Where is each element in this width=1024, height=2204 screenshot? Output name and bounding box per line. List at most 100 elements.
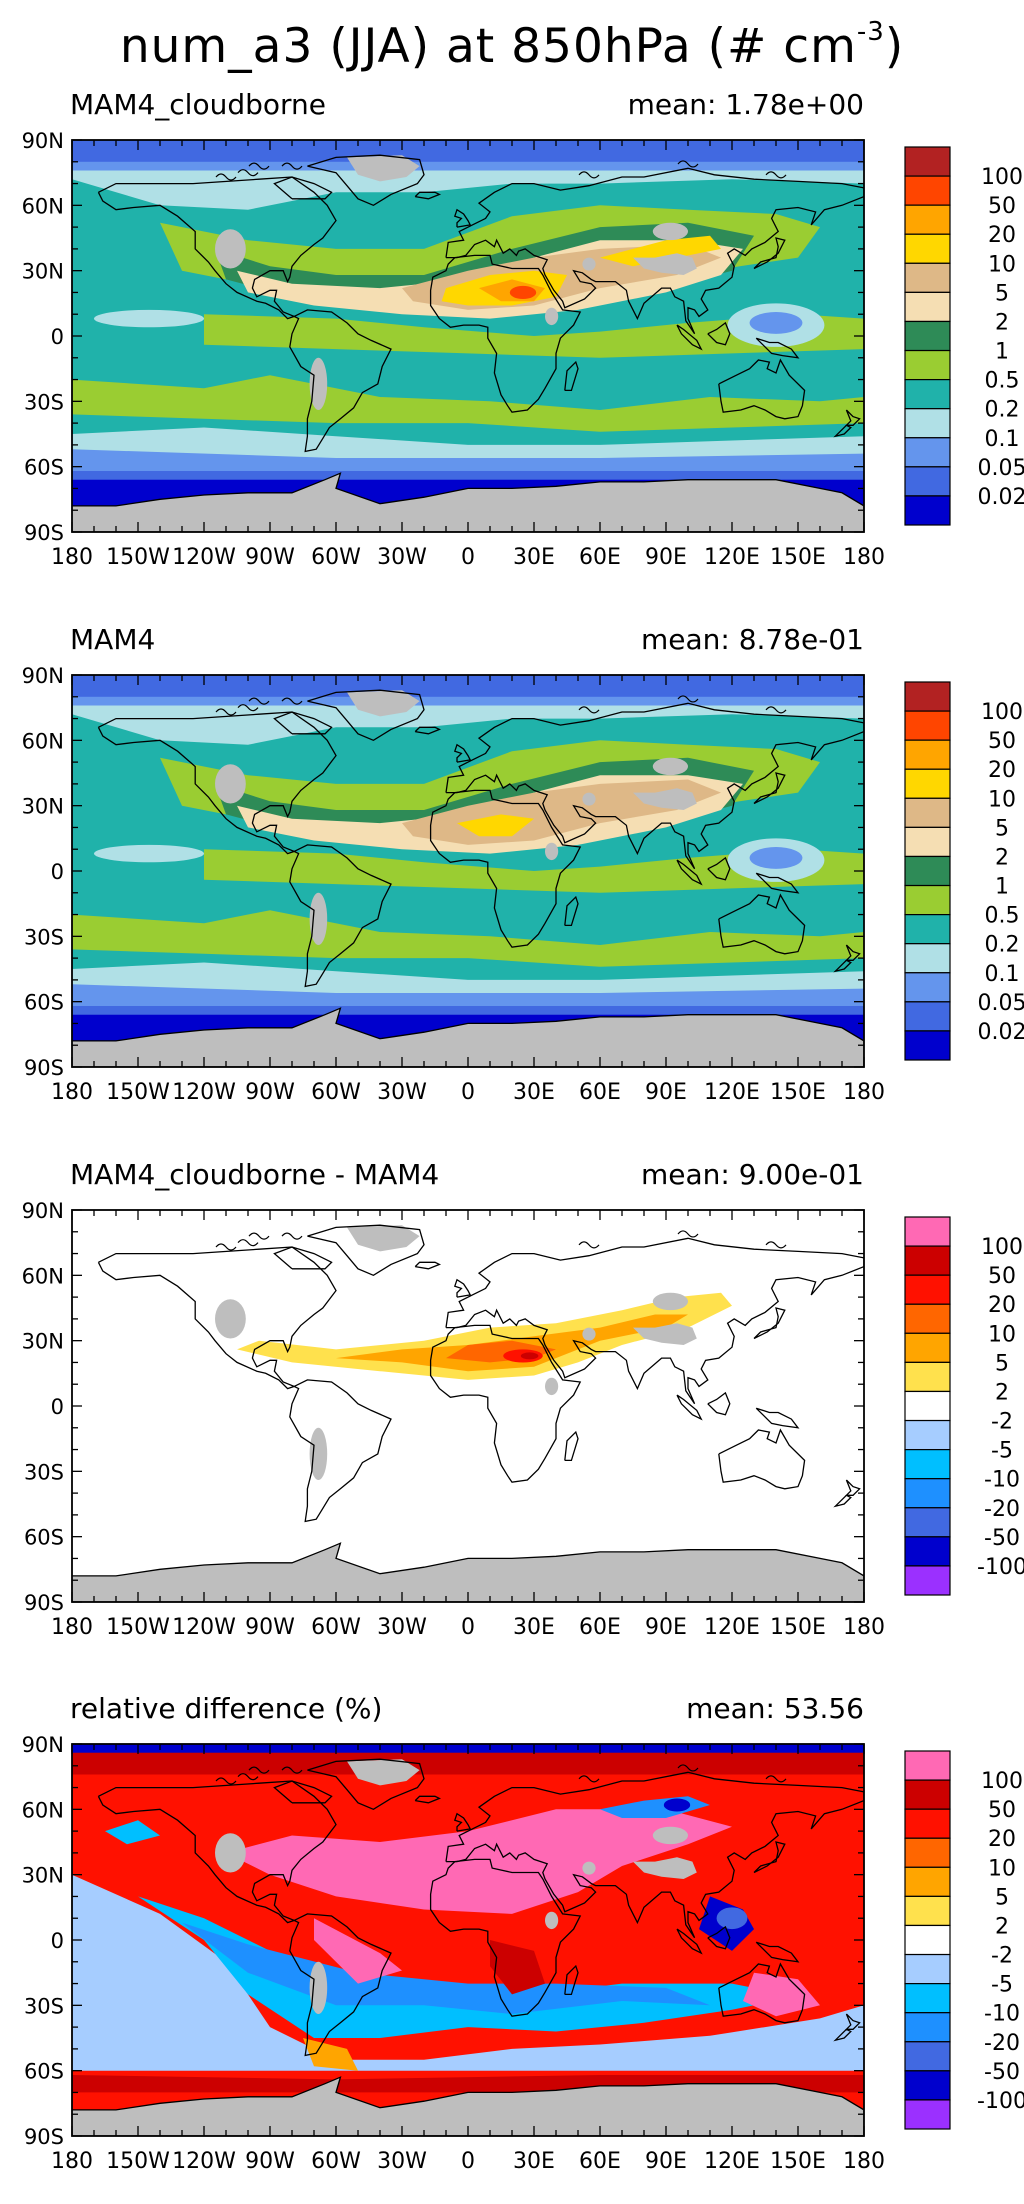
coastline-nz2 [833, 959, 852, 973]
lat-tick-label: 90N [22, 1733, 64, 1757]
coastline-iceland [414, 726, 442, 735]
lat-tick-label: 60S [24, 2060, 64, 2084]
lon-tick-label: 180 [843, 2149, 885, 2174]
lon-tick-label: 180 [51, 1080, 93, 1105]
lon-tick-label: 30W [377, 545, 427, 570]
arctic-island [237, 169, 259, 177]
asia-dust-10 [600, 235, 721, 267]
south-0.5 [72, 375, 864, 432]
map-panel-4: relative difference (%) mean: 53.56 90N 6… [0, 1604, 1024, 2174]
coastline-iceland [414, 1795, 442, 1804]
arctic-island [765, 1775, 787, 1783]
arctic-0.1 [72, 170, 864, 210]
coastline-namerica [97, 711, 337, 855]
lon-tick-label: 60W [311, 545, 361, 570]
epac-0.1 [94, 844, 204, 863]
diff-50 [520, 1352, 539, 1360]
arctic-island [578, 1241, 600, 1249]
colorbar-label: 0.2 [985, 398, 1020, 423]
coastline-baffin [273, 1246, 333, 1270]
lat-tick-label: 30S [24, 1460, 64, 1484]
panel-mean: mean: 9.00e-01 [640, 1158, 864, 1191]
lon-tick-label: 0 [461, 2149, 475, 2174]
coastline-greenland [307, 1224, 425, 1277]
dust-50 [509, 285, 537, 299]
coastline-newguinea [755, 1407, 800, 1429]
colorbar-swatch [904, 1750, 951, 1781]
rel-drake-orange [303, 2038, 358, 2071]
colorbar-swatch [904, 1779, 951, 1810]
rockies-missing [215, 764, 246, 804]
lat-tick-label: 90S [24, 1591, 64, 1615]
colorbar-swatch [904, 495, 951, 526]
andes-missing [309, 357, 328, 411]
itcz-0.5 [204, 314, 864, 358]
map-panel-2: MAM4 mean: 8.78e-01 90N 60N 30N 0 30S 60S 90S 1… [0, 535, 1024, 1105]
arctic-island [248, 1232, 270, 1240]
lat-tick-label: 30N [22, 1864, 64, 1888]
colorbar-swatch [904, 2041, 951, 2072]
colorbar-label: -50 [984, 2060, 1020, 2085]
lat-tick-label: 30S [24, 1994, 64, 2018]
coastline-baffin [273, 711, 333, 735]
coastline-iceland [414, 191, 442, 200]
colorbar-label: -2 [991, 1944, 1013, 1969]
lat-tick-label: 90S [24, 2125, 64, 2149]
colorbar-label: 2 [995, 845, 1009, 870]
colorbar-swatch [904, 437, 951, 468]
lat-tick-label: 90S [24, 1056, 64, 1080]
arctic-island [281, 1232, 303, 1240]
coastline-eurasia [445, 702, 864, 870]
south-0.1 [72, 427, 864, 463]
arctic-island [248, 1766, 270, 1774]
rockies-missing [215, 229, 246, 269]
colorbar-swatch [904, 1536, 951, 1567]
colorbar-swatch [904, 826, 951, 858]
colorbar-label: 50 [988, 1264, 1016, 1289]
colorbar-label: 0.02 [978, 1020, 1024, 1045]
coastline-antarctica [72, 1007, 864, 1067]
coastline-namerica [97, 1246, 337, 1390]
colorbar-label: 100 [981, 1235, 1023, 1260]
colorbar: 100 50 20 10 5 2 -2 -5 -10 -20 -50 -100 [904, 1750, 1024, 2130]
arctic-island [215, 1243, 237, 1251]
lat-tick-label: 0 [51, 1395, 64, 1419]
lon-tick-label: 90W [245, 1615, 295, 1640]
coastline-antarctica [72, 2076, 864, 2136]
colorbar-label: -10 [984, 1468, 1020, 1493]
colorbar-label: 10 [988, 787, 1016, 812]
colorbar-label: 2 [995, 1380, 1009, 1405]
tibet-missing [633, 253, 697, 275]
colorbar-swatch [904, 320, 951, 352]
lon-tick-label: 120W [172, 1080, 236, 1105]
colorbar-label: 5 [995, 816, 1009, 841]
dust-10 [457, 814, 534, 837]
colorbar-swatch [904, 1895, 951, 1927]
lon-tick-label: 90W [245, 2149, 295, 2174]
colorbar-swatch [904, 1924, 951, 1956]
colorbar-label: 2 [995, 1914, 1009, 1939]
colorbar: 100 50 20 10 5 2 1 0.5 0.2 0.1 0.05 0.02 [904, 146, 1024, 526]
arctic-island [677, 160, 699, 168]
colorbar-label: 0.2 [985, 933, 1020, 958]
arctic-island [248, 162, 270, 170]
coastline-japan [753, 1307, 786, 1340]
colorbar-label: 20 [988, 223, 1016, 248]
lon-tick-label: 120W [172, 1615, 236, 1640]
lon-tick-label: 0 [461, 1080, 475, 1105]
colorbar-label: -20 [984, 1497, 1020, 1522]
coastline-madagascar [564, 360, 579, 392]
lat-tick-label: 30S [24, 925, 64, 949]
colorbar-swatch [904, 1216, 951, 1247]
lon-tick-label: 150W [106, 1615, 170, 1640]
lat-tick-label: 60S [24, 456, 64, 480]
colorbar-swatch [904, 1390, 951, 1422]
colorbar-swatch [904, 710, 951, 741]
lon-tick-label: 30W [377, 1080, 427, 1105]
map-field [72, 1210, 864, 1602]
coastline-nz [844, 2013, 861, 2030]
colorbar-swatch [904, 1303, 951, 1334]
lon-tick-label: 90E [645, 1615, 687, 1640]
lat-tick-label: 60S [24, 991, 64, 1015]
